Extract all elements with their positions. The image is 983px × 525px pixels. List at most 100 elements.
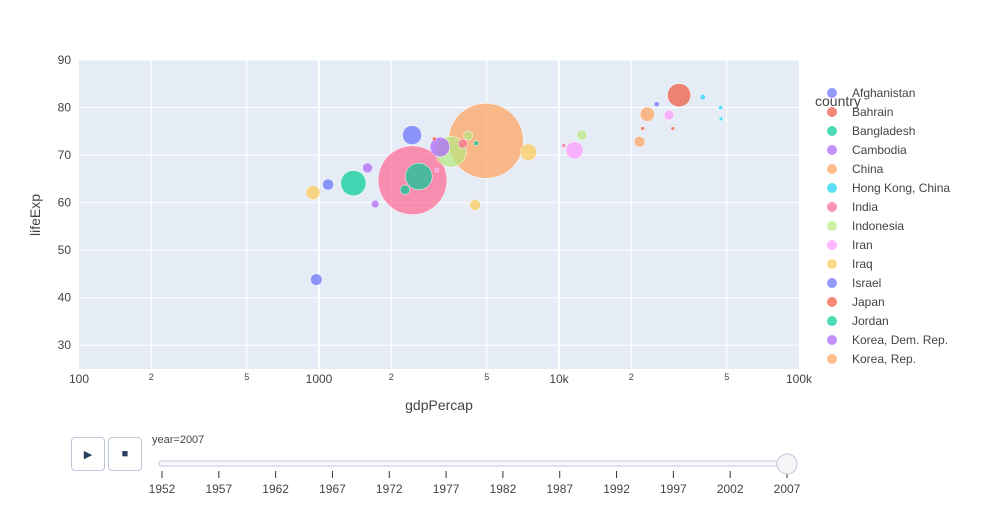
bubble[interactable] bbox=[371, 199, 380, 209]
y-tick-label: 30 bbox=[58, 338, 72, 352]
slider-tick-label[interactable]: 1977 bbox=[433, 482, 460, 496]
bubble[interactable] bbox=[663, 109, 675, 121]
legend-item[interactable]: Hong Kong, China bbox=[827, 181, 950, 195]
y-axis-title: lifeExp bbox=[27, 194, 43, 236]
slider-handle[interactable] bbox=[776, 453, 798, 475]
bubble[interactable] bbox=[473, 140, 480, 146]
stop-button[interactable]: ■ bbox=[108, 437, 142, 471]
bubble[interactable] bbox=[340, 170, 367, 197]
x-tick-label: 1000 bbox=[306, 372, 333, 386]
x-tick-label: 100k bbox=[786, 372, 813, 386]
slider-tick-label[interactable]: 1962 bbox=[262, 482, 289, 496]
legend-label: Hong Kong, China bbox=[852, 181, 950, 195]
bubble[interactable] bbox=[322, 178, 334, 191]
legend-label: Indonesia bbox=[852, 219, 904, 233]
legend-label: Korea, Dem. Rep. bbox=[852, 333, 948, 347]
legend-label: Korea, Rep. bbox=[852, 352, 916, 366]
bubble[interactable] bbox=[457, 138, 468, 149]
legend-item[interactable]: Jordan bbox=[827, 314, 889, 328]
stop-icon: ■ bbox=[121, 448, 129, 460]
bubble[interactable] bbox=[670, 126, 676, 131]
bubble[interactable] bbox=[463, 130, 473, 141]
legend-marker bbox=[827, 240, 837, 250]
slider-tick-label[interactable]: 1967 bbox=[319, 482, 346, 496]
legend-item[interactable]: Iraq bbox=[827, 257, 873, 271]
bubble-chart[interactable]: 100 2 5 1000 2 5 10k 2 5 100k 30 40 50 60 70 80 90 gdpPe… bbox=[0, 0, 983, 430]
legend-item[interactable]: Israel bbox=[827, 276, 881, 290]
slider-tick-label[interactable]: 1952 bbox=[149, 482, 176, 496]
y-tick-label: 90 bbox=[58, 53, 72, 67]
slider-tick-label[interactable]: 1992 bbox=[603, 482, 630, 496]
slider-track[interactable] bbox=[158, 460, 791, 467]
legend-item[interactable]: Indonesia bbox=[827, 219, 904, 233]
legend-marker bbox=[827, 297, 837, 307]
x-tick-label: 10k bbox=[549, 372, 569, 386]
year-slider[interactable]: 1952 1957 1962 1967 1972 1977 1982 1987 1992 1997… bbox=[0, 435, 983, 525]
slider-tick-label[interactable]: 2007 bbox=[774, 482, 801, 496]
legend-title: country bbox=[815, 93, 861, 109]
bubble[interactable] bbox=[561, 143, 566, 148]
legend-item[interactable]: Bangladesh bbox=[827, 124, 915, 138]
bubble[interactable] bbox=[639, 106, 655, 122]
x-tick-label: 2 bbox=[149, 372, 154, 382]
x-tick-label: 5 bbox=[484, 372, 489, 382]
bubble[interactable] bbox=[718, 105, 724, 110]
bubble[interactable] bbox=[310, 273, 323, 286]
legend-item[interactable]: India bbox=[827, 200, 878, 214]
bubble[interactable] bbox=[305, 185, 321, 201]
legend-label: Afghanistan bbox=[852, 86, 915, 100]
bubble[interactable] bbox=[432, 136, 437, 142]
bubble[interactable] bbox=[667, 83, 692, 108]
slider-tick-label[interactable]: 1972 bbox=[376, 482, 403, 496]
legend-marker bbox=[827, 88, 837, 98]
bubble[interactable] bbox=[576, 129, 588, 141]
legend-item[interactable]: Iran bbox=[827, 238, 873, 252]
legend-item[interactable]: Korea, Rep. bbox=[827, 352, 916, 366]
bubble[interactable] bbox=[429, 136, 451, 158]
x-tick-label: 2 bbox=[389, 372, 394, 382]
slider-tick-label[interactable]: 1997 bbox=[660, 482, 687, 496]
x-tick-label: 5 bbox=[724, 372, 729, 382]
bubble[interactable] bbox=[405, 162, 433, 191]
legend-marker bbox=[827, 278, 837, 288]
legend: Afghanistan Bahrain Bangladesh Cambodia Chin… bbox=[827, 86, 950, 366]
legend-item[interactable]: Afghanistan bbox=[827, 86, 915, 100]
legend-item[interactable]: Korea, Dem. Rep. bbox=[827, 333, 948, 347]
slider-tick-label[interactable]: 1957 bbox=[205, 482, 232, 496]
bubble[interactable] bbox=[565, 141, 584, 160]
bubble[interactable] bbox=[718, 116, 724, 122]
bubble[interactable] bbox=[402, 125, 422, 145]
slider-tick-label[interactable]: 2002 bbox=[717, 482, 744, 496]
slider-current-value: year=2007 bbox=[152, 434, 205, 446]
bubble[interactable] bbox=[640, 126, 645, 131]
bubble[interactable] bbox=[469, 199, 481, 211]
slider-tick-label[interactable]: 1987 bbox=[546, 482, 573, 496]
bubble[interactable] bbox=[699, 94, 706, 101]
bubble[interactable] bbox=[434, 168, 440, 173]
bubble[interactable] bbox=[653, 101, 660, 108]
x-axis-title: gdpPercap bbox=[405, 397, 473, 413]
legend-item[interactable]: China bbox=[827, 162, 884, 176]
legend-item[interactable]: Cambodia bbox=[827, 143, 907, 157]
legend-label: Japan bbox=[852, 295, 885, 309]
bubble[interactable] bbox=[519, 143, 538, 161]
legend-marker bbox=[827, 107, 837, 117]
x-tick-label: 2 bbox=[629, 372, 634, 382]
legend-label: Iran bbox=[852, 238, 873, 252]
legend-item[interactable]: Japan bbox=[827, 295, 885, 309]
y-tick-label: 40 bbox=[58, 291, 72, 305]
legend-marker bbox=[827, 354, 837, 364]
slider-tick-label[interactable]: 1982 bbox=[490, 482, 517, 496]
legend-marker bbox=[827, 221, 837, 231]
y-tick-label: 80 bbox=[58, 101, 72, 115]
y-tick-label: 70 bbox=[58, 148, 72, 162]
bubble[interactable] bbox=[399, 184, 411, 195]
legend-item[interactable]: Bahrain bbox=[827, 105, 893, 119]
legend-marker bbox=[827, 259, 837, 269]
play-button[interactable]: ▶ bbox=[71, 437, 105, 471]
bubble[interactable] bbox=[362, 162, 373, 174]
legend-label: Iraq bbox=[852, 257, 873, 271]
legend-label: Bangladesh bbox=[852, 124, 915, 138]
bubble[interactable] bbox=[633, 136, 646, 148]
